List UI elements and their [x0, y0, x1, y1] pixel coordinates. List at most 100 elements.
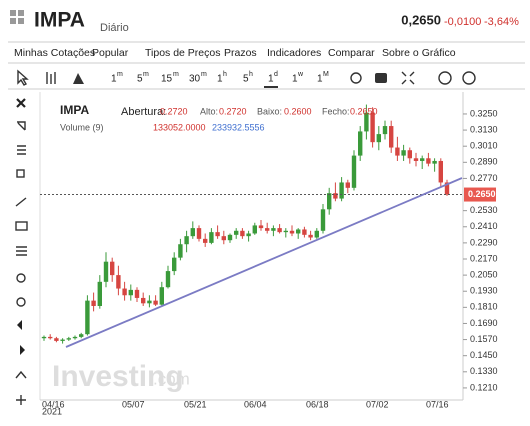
candle-body [252, 225, 257, 234]
fib-tool[interactable] [17, 145, 26, 155]
current-price-box [464, 187, 496, 202]
candles-tool[interactable] [46, 72, 56, 84]
menu-item[interactable]: Minhas Cotações [14, 47, 95, 59]
candle-body [196, 228, 202, 239]
candle-body [395, 147, 400, 156]
cursor-tool[interactable] [17, 69, 29, 86]
candle-body [258, 225, 264, 229]
area-tool[interactable] [73, 73, 84, 84]
candle-body [209, 232, 214, 243]
close-tool[interactable] [16, 98, 26, 108]
fullscreen-tool[interactable] [401, 71, 415, 85]
timeframe-unit[interactable]: h [249, 71, 253, 78]
timeframe-unit[interactable]: m [117, 71, 123, 78]
menu-item[interactable]: Prazos [224, 47, 257, 59]
line-tool[interactable] [15, 197, 27, 207]
menu-item[interactable]: Popular [92, 47, 129, 59]
candle-body [407, 150, 412, 159]
lines-tool[interactable] [16, 246, 27, 256]
candle-body [41, 336, 47, 339]
x-tick-label: 05/07 [122, 399, 145, 409]
download-tool[interactable] [438, 71, 452, 85]
y-tick-label: 0.1330 [470, 366, 498, 376]
timeframe-unit[interactable]: m [143, 71, 149, 78]
candle-body [308, 234, 313, 238]
candle-body [103, 261, 109, 282]
y-tick-label: 0.2170 [470, 253, 498, 263]
candle-body [296, 229, 301, 234]
left-tool[interactable] [17, 320, 22, 330]
candle-body [141, 297, 146, 304]
legend-high: 0.2720 [219, 106, 247, 116]
menu-item[interactable]: Comparar [328, 47, 375, 59]
zoom-in-tool[interactable] [16, 273, 26, 283]
crosshair-tool[interactable] [16, 395, 26, 405]
candle-body [351, 155, 357, 188]
timeframe-number[interactable]: 1 [292, 74, 298, 85]
candle-body [358, 131, 363, 156]
pattern-tool[interactable] [16, 169, 25, 178]
timeframe-unit[interactable]: M [323, 71, 329, 78]
candle-body [345, 182, 350, 188]
x-tick-label: 06/04 [244, 399, 267, 409]
timeframe-unit[interactable]: m [173, 71, 179, 78]
plot: 0.3250 0.3130 0.3010 0.2890 0.2770 0.2530 0.24… [40, 104, 498, 392]
candle-body [66, 338, 71, 340]
current-price-label: 0.2650 [468, 189, 496, 199]
candle-body [172, 257, 177, 272]
candle-body [110, 261, 115, 276]
candle-body [277, 228, 282, 233]
candle-body [178, 244, 183, 258]
x-tick-label: 06/18 [306, 399, 329, 409]
candle-body [234, 230, 239, 235]
menu-item[interactable]: Tipos de Preços [145, 47, 220, 59]
candle-body [190, 228, 195, 237]
watermark: Investing [52, 360, 184, 393]
timeframe-unit[interactable]: w [297, 71, 304, 78]
settings-tool[interactable] [350, 72, 362, 84]
candle-body [420, 158, 425, 161]
symbol: IMPA [34, 9, 85, 32]
timeframe-unit[interactable]: d [274, 71, 278, 78]
timeframe-number[interactable]: 30 [189, 74, 201, 85]
timeframe-number[interactable]: 1 [268, 74, 274, 85]
candle-body [426, 158, 431, 164]
candle-body [79, 334, 84, 337]
candle-body [147, 300, 152, 304]
timeframe-unit[interactable]: h [223, 71, 227, 78]
timeframe-number[interactable]: 1 [217, 74, 223, 85]
magnet-tool[interactable] [15, 370, 27, 379]
rect-tool[interactable] [15, 221, 28, 231]
camera-tool[interactable] [375, 73, 387, 83]
candle-body [116, 275, 121, 289]
candle-body [265, 228, 270, 231]
legend-symbol: IMPA [60, 103, 89, 117]
right-tool[interactable] [20, 345, 25, 355]
timeframe-number[interactable]: 5 [137, 74, 143, 85]
timeframe-number[interactable]: 1 [317, 74, 323, 85]
draw-tool[interactable] [17, 121, 26, 131]
legend-open-label: Abertura: [121, 106, 166, 118]
timeframe-number[interactable]: 1 [111, 74, 117, 85]
timeframe-number[interactable]: 15 [161, 74, 173, 85]
y-tick-label: 0.2890 [470, 157, 498, 167]
y-tick-label: 0.2050 [470, 269, 498, 279]
menu-item[interactable]: Indicadores [267, 47, 321, 59]
timeframe-number[interactable]: 5 [243, 74, 249, 85]
timeframe-unit[interactable]: m [201, 71, 207, 78]
x-tick-label: 05/21 [184, 399, 207, 409]
candle-body [134, 289, 140, 298]
legend-volume-avg: 233932.5556 [212, 122, 265, 132]
zoom-out-tool[interactable] [16, 297, 26, 307]
y-tick-label: 0.1810 [470, 302, 498, 312]
y-tick-label: 0.3250 [470, 108, 498, 118]
menu-item[interactable]: Sobre o Gráfico [382, 47, 456, 59]
candle-body [60, 339, 65, 341]
candle-body [240, 230, 245, 237]
y-tick-label: 0.3130 [470, 124, 498, 134]
upload-tool[interactable] [462, 71, 476, 85]
candle-body [370, 112, 375, 143]
